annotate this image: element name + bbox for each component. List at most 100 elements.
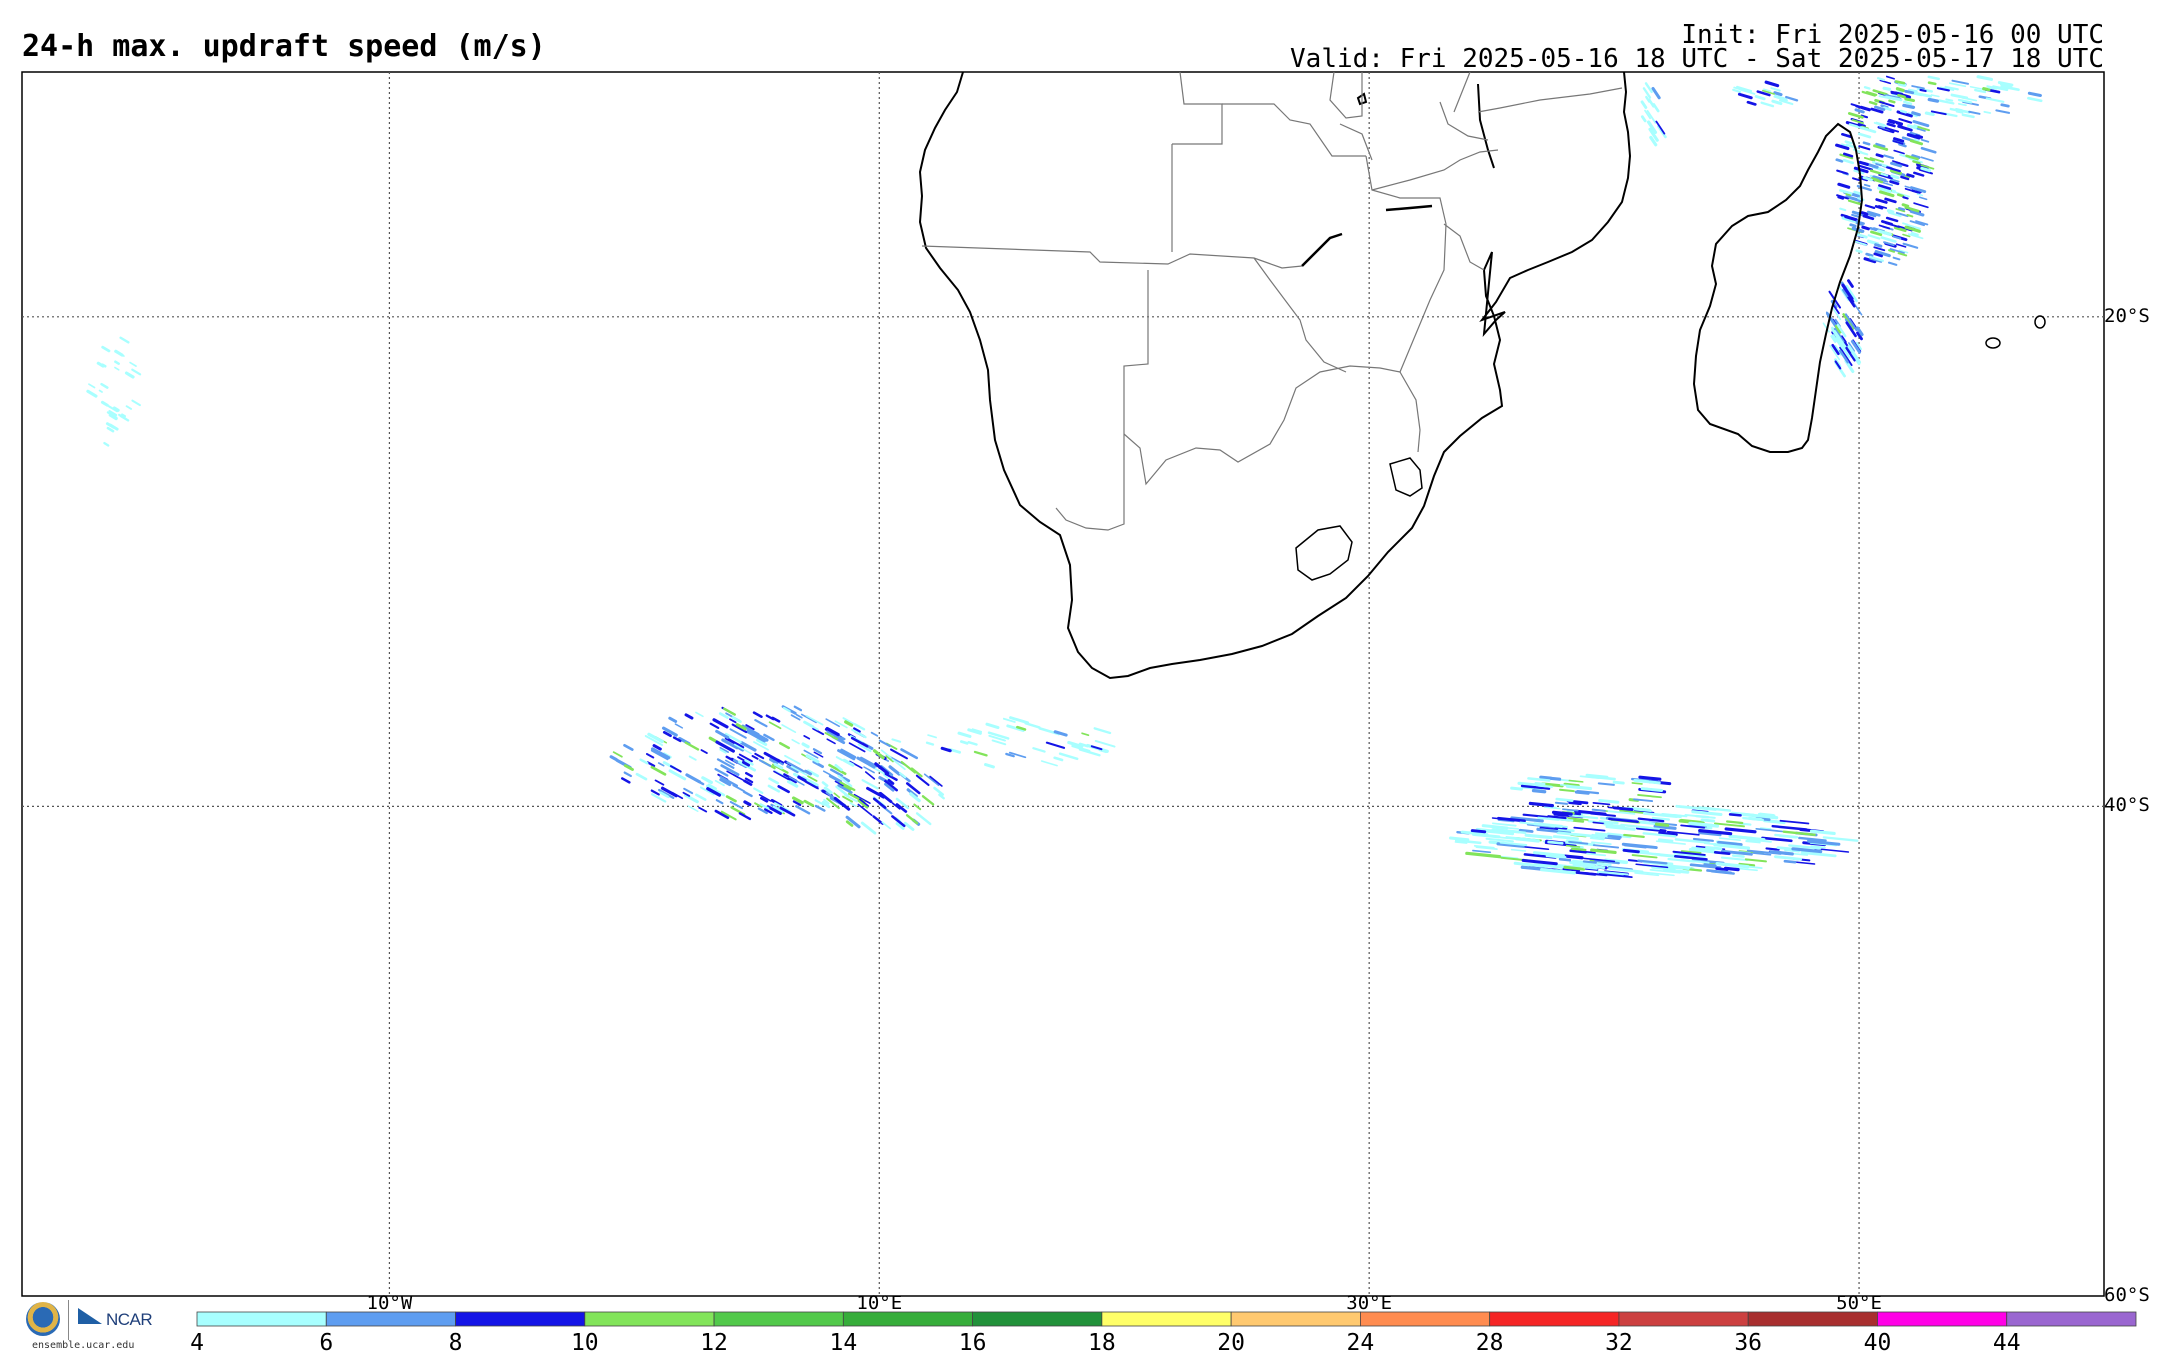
updraft-streak <box>695 711 704 718</box>
updraft-streak <box>695 793 707 801</box>
updraft-streak <box>1559 788 1575 793</box>
updraft-streak <box>826 738 836 745</box>
legend-swatch <box>2006 1311 2137 1327</box>
updraft-streak <box>1651 86 1661 100</box>
updraft-streak <box>119 414 130 422</box>
legend-tick-label: 18 <box>1088 1330 1116 1356</box>
updraft-streak <box>1878 190 1895 198</box>
updraft-streak <box>878 739 891 748</box>
updraft-streak <box>1859 126 1877 134</box>
lat-label: 60°S <box>2104 1284 2150 1306</box>
updraft-streak <box>100 382 109 389</box>
updraft-streak <box>925 741 935 746</box>
updraft-streak <box>715 729 730 739</box>
updraft-streak <box>1663 868 1690 874</box>
updraft-streak <box>1765 81 1778 87</box>
updraft-streak <box>1555 797 1574 802</box>
updraft-streak <box>1845 193 1852 197</box>
updraft-streak <box>881 821 891 830</box>
updraft-streak <box>1840 349 1853 367</box>
updraft-streak <box>812 727 825 736</box>
updraft-streak <box>1902 242 1919 249</box>
updraft-streak <box>1773 855 1803 861</box>
updraft-streak <box>768 721 782 730</box>
updraft-streak <box>813 751 824 758</box>
updraft-streak <box>1836 323 1847 338</box>
updraft-streak <box>848 742 866 753</box>
updraft-streak <box>1779 819 1810 825</box>
legend-swatch <box>1489 1311 1620 1327</box>
updraft-streak <box>810 724 819 731</box>
ensemble-url: ensemble.ucar.edu <box>32 1340 135 1351</box>
legend-tick-label: 14 <box>829 1330 858 1356</box>
updraft-streak <box>1594 859 1620 865</box>
updraft-streak <box>1607 834 1622 839</box>
updraft-streak <box>1067 740 1084 749</box>
updraft-streak <box>1798 836 1827 842</box>
updraft-streak <box>1536 827 1572 835</box>
updraft-streak <box>1845 321 1857 338</box>
updraft-streak <box>1873 144 1889 151</box>
updraft-streak <box>793 705 803 712</box>
updraft-streak <box>1563 782 1580 788</box>
updraft-streak <box>1674 838 1710 844</box>
updraft-streak <box>812 748 823 755</box>
updraft-streak <box>721 738 739 750</box>
updraft-streak <box>1718 862 1745 868</box>
updraft-streak <box>895 797 910 810</box>
updraft-streak <box>1875 142 1886 148</box>
updraft-streak <box>987 731 1010 740</box>
updraft-streak <box>1646 120 1658 134</box>
updraft-streak <box>845 815 861 829</box>
updraft-streak <box>853 727 861 733</box>
updraft-streak <box>1690 821 1714 826</box>
updraft-streak <box>822 770 832 776</box>
updraft-streak <box>719 778 732 787</box>
lon-label: 30°E <box>1346 1292 1393 1314</box>
updraft-streak <box>1765 847 1780 851</box>
updraft-streak <box>1833 330 1847 350</box>
legend-swatch <box>196 1311 327 1327</box>
updraft-streak <box>1519 821 1548 827</box>
legend-swatch <box>584 1311 715 1327</box>
updraft-streak <box>1884 126 1900 133</box>
updraft-streak <box>759 803 770 810</box>
updraft-streak <box>1547 776 1562 781</box>
updraft-streak <box>1862 141 1871 146</box>
updraft-streak <box>1537 816 1560 821</box>
updraft-streak <box>1005 752 1015 758</box>
updraft-streak <box>745 724 755 731</box>
updraft-streak <box>1893 137 1905 143</box>
updraft-streak <box>1886 122 1896 128</box>
updraft-streak <box>1878 174 1894 180</box>
updraft-streak <box>1583 866 1598 870</box>
updraft-streak <box>874 762 890 775</box>
updraft-streak <box>1888 249 1896 253</box>
updraft-streak <box>738 760 757 772</box>
updraft-streak <box>1032 747 1046 753</box>
updraft-streak <box>1841 216 1858 224</box>
updraft-streak <box>1788 844 1822 850</box>
updraft-streak <box>991 739 1007 746</box>
updraft-streak <box>1496 842 1525 848</box>
lat-label: 40°S <box>2104 794 2150 817</box>
graticule <box>22 72 2104 1296</box>
updraft-streak <box>1855 249 1863 254</box>
updraft-streak <box>1680 850 1702 854</box>
updraft-streak <box>1909 209 1925 217</box>
updraft-streak <box>1918 196 1928 201</box>
updraft-streak <box>985 722 1000 730</box>
updraft-streak <box>1785 95 1799 102</box>
updraft-streak <box>106 426 115 433</box>
updraft-streak <box>1834 324 1842 334</box>
updraft-streak <box>1879 100 1895 108</box>
color-legend <box>196 1311 2137 1327</box>
updraft-streak <box>921 795 935 806</box>
updraft-streak <box>1902 233 1911 238</box>
legend-tick-label: 12 <box>700 1330 728 1356</box>
updraft-streak <box>1897 82 1907 87</box>
updraft-streak <box>650 749 669 761</box>
updraft-streak <box>1842 313 1855 330</box>
updraft-field <box>86 75 2043 879</box>
updraft-streak <box>724 732 742 744</box>
